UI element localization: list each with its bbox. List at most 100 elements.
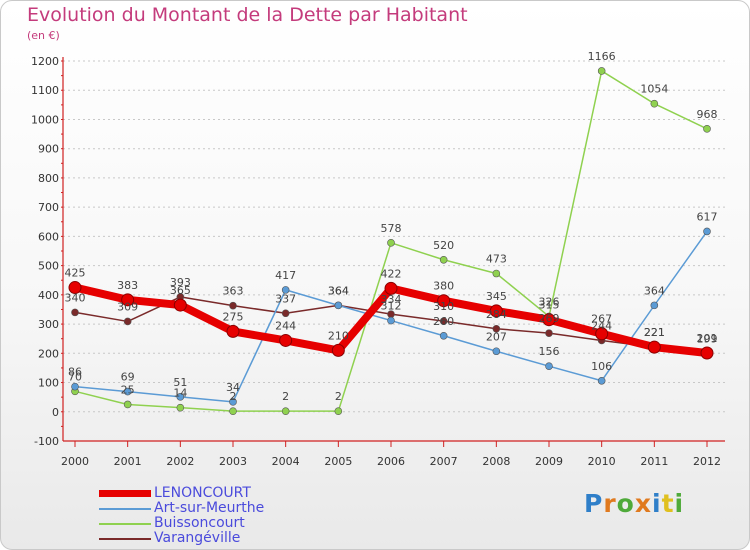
data-point xyxy=(439,255,448,264)
data-label: 34 xyxy=(226,381,240,394)
legend-label: Buissoncourt xyxy=(154,515,245,531)
data-point xyxy=(492,269,501,278)
data-label: 2 xyxy=(335,390,342,403)
legend-label: LENONCOURT xyxy=(154,485,251,501)
data-label: 51 xyxy=(173,376,187,389)
data-point xyxy=(542,313,556,327)
chart-title: Evolution du Montant de la Dette par Hab… xyxy=(27,4,468,26)
data-label: 156 xyxy=(539,345,560,358)
y-tick-label: 1100 xyxy=(31,84,59,97)
data-label: 417 xyxy=(275,269,296,282)
data-point xyxy=(545,329,553,337)
data-point xyxy=(703,125,711,133)
data-point xyxy=(229,407,237,415)
data-label: 1166 xyxy=(588,50,616,63)
data-point xyxy=(387,316,395,325)
data-label: 364 xyxy=(328,284,349,297)
x-tick-label: 2003 xyxy=(219,455,247,468)
logo-letter: x xyxy=(634,489,652,518)
data-point xyxy=(439,317,448,325)
data-label: 425 xyxy=(65,267,86,280)
data-label: 383 xyxy=(117,279,138,292)
data-label: 86 xyxy=(68,366,82,379)
data-point xyxy=(597,67,606,75)
legend-item-varangeville: Varangéville xyxy=(99,531,264,546)
data-point xyxy=(647,340,661,354)
data-label: 364 xyxy=(644,284,665,297)
data-point xyxy=(281,407,290,415)
legend: LENONCOURT Art-sur-Meurthe Buissoncourt … xyxy=(99,486,264,546)
data-label: 269 xyxy=(539,312,560,325)
data-point xyxy=(595,327,609,341)
data-label: 422 xyxy=(381,267,402,280)
data-label: 968 xyxy=(697,108,718,121)
data-label: 14 xyxy=(173,387,187,400)
proxiti-logo: Proxiti xyxy=(584,489,684,518)
chart-unit: (en €) xyxy=(27,29,60,42)
x-tick-label: 2000 xyxy=(61,455,89,468)
data-label: 578 xyxy=(381,222,402,235)
data-label: 520 xyxy=(433,239,454,252)
data-label: 312 xyxy=(381,300,402,313)
data-label: 2 xyxy=(282,390,289,403)
x-tick-label: 2011 xyxy=(640,455,668,468)
data-point xyxy=(492,347,501,356)
x-tick-label: 2007 xyxy=(430,455,458,468)
data-label: 340 xyxy=(65,291,86,304)
y-tick-label: 400 xyxy=(38,289,59,302)
y-tick-label: 600 xyxy=(38,230,59,243)
y-tick-label: 100 xyxy=(38,377,59,390)
data-label: 345 xyxy=(486,290,507,303)
data-label: 267 xyxy=(591,313,612,326)
data-point xyxy=(176,403,185,412)
data-point xyxy=(703,227,711,236)
data-label: 315 xyxy=(539,299,560,312)
x-tick-label: 2001 xyxy=(114,455,142,468)
y-tick-label: 0 xyxy=(52,406,59,419)
data-point xyxy=(281,286,290,294)
legend-swatch-lenoncourt xyxy=(99,490,151,497)
data-point xyxy=(331,343,345,357)
data-point xyxy=(68,281,82,295)
data-label: 207 xyxy=(486,330,507,343)
data-point xyxy=(71,308,79,317)
data-point xyxy=(492,324,501,333)
logo-letter: o xyxy=(616,489,635,518)
data-point xyxy=(700,346,714,360)
y-tick-label: 500 xyxy=(38,260,59,273)
data-label: 365 xyxy=(170,284,191,297)
x-tick-label: 2005 xyxy=(324,455,352,468)
data-label: 326 xyxy=(539,295,560,308)
legend-swatch-art-sur-meurthe xyxy=(99,507,151,510)
legend-label: Art-sur-Meurthe xyxy=(154,500,265,516)
data-point xyxy=(387,239,395,247)
logo-letter: P xyxy=(584,489,604,518)
data-point xyxy=(384,281,398,295)
logo-letter: r xyxy=(603,489,617,518)
data-point xyxy=(437,294,451,308)
data-point xyxy=(123,387,132,396)
data-point xyxy=(229,301,237,310)
y-tick-label: 1200 xyxy=(31,55,59,68)
data-label: 363 xyxy=(223,285,244,298)
data-label: 2 xyxy=(230,390,237,403)
data-point xyxy=(281,309,290,318)
data-label: 221 xyxy=(644,326,665,339)
data-point xyxy=(176,393,185,401)
data-label: 70 xyxy=(68,370,82,383)
y-tick-label: 300 xyxy=(38,318,59,331)
x-tick-label: 2006 xyxy=(377,455,405,468)
legend-swatch-buissoncourt xyxy=(99,522,151,525)
data-label: 1054 xyxy=(640,83,668,96)
data-label: 380 xyxy=(433,280,454,293)
data-point xyxy=(489,304,503,318)
y-tick-label: 200 xyxy=(38,347,59,360)
data-point xyxy=(597,376,606,385)
legend-item-art-sur-meurthe: Art-sur-Meurthe xyxy=(99,501,264,516)
data-label: 25 xyxy=(121,383,135,396)
x-tick-label: 2002 xyxy=(166,455,194,468)
logo-letter: i xyxy=(674,489,685,518)
y-tick-label: 700 xyxy=(38,201,59,214)
data-point xyxy=(545,362,553,370)
data-label: 364 xyxy=(328,284,349,297)
